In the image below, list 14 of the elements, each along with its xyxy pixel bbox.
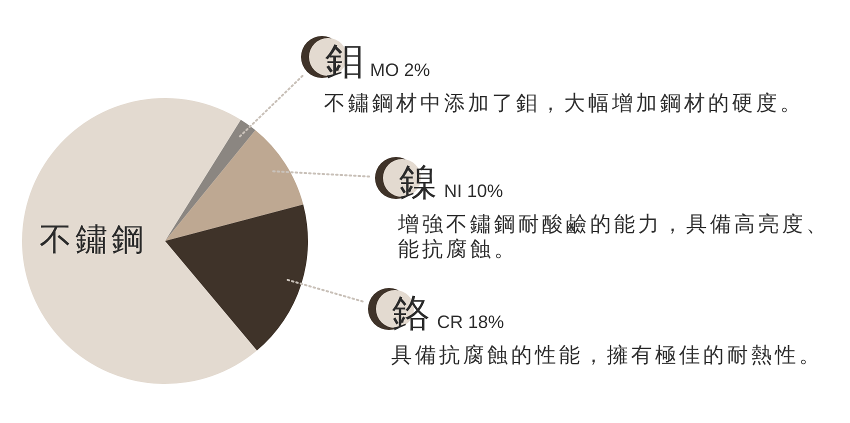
pie-slice [165, 130, 304, 241]
pie-slice [165, 120, 256, 241]
text: 不鏽鋼材中添加了鉬，大幅增加鋼材的硬度。 [324, 91, 804, 115]
pie-slice [22, 98, 257, 384]
text: 具備抗腐蝕的性能，擁有極佳的耐熱性。 [391, 343, 823, 367]
data-label: MO 2% [370, 60, 430, 80]
slice-label: 鉻 [392, 291, 430, 335]
slice-label: 鎳 [399, 160, 437, 204]
text: 增強不鏽鋼耐酸鹼的能力，具備高亮度、能抗腐蝕。 [397, 212, 830, 261]
pie-slice [165, 204, 308, 351]
slice-label: 鉬 [325, 39, 363, 83]
data-label: NI 10% [444, 181, 504, 201]
slice-label: 不鏽鋼 [40, 220, 148, 258]
data-label: CR 18% [437, 312, 504, 332]
